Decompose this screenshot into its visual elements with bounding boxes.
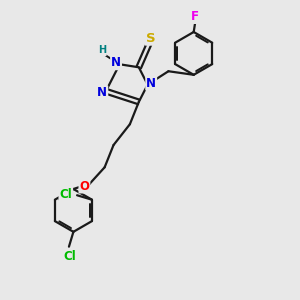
Text: N: N — [97, 86, 107, 99]
Text: Cl: Cl — [64, 250, 76, 263]
Text: N: N — [146, 76, 156, 90]
Text: Cl: Cl — [59, 188, 72, 201]
Text: O: O — [80, 179, 89, 193]
Text: S: S — [146, 32, 155, 45]
Text: H: H — [98, 45, 106, 55]
Text: F: F — [191, 10, 199, 23]
Text: N: N — [111, 56, 121, 69]
